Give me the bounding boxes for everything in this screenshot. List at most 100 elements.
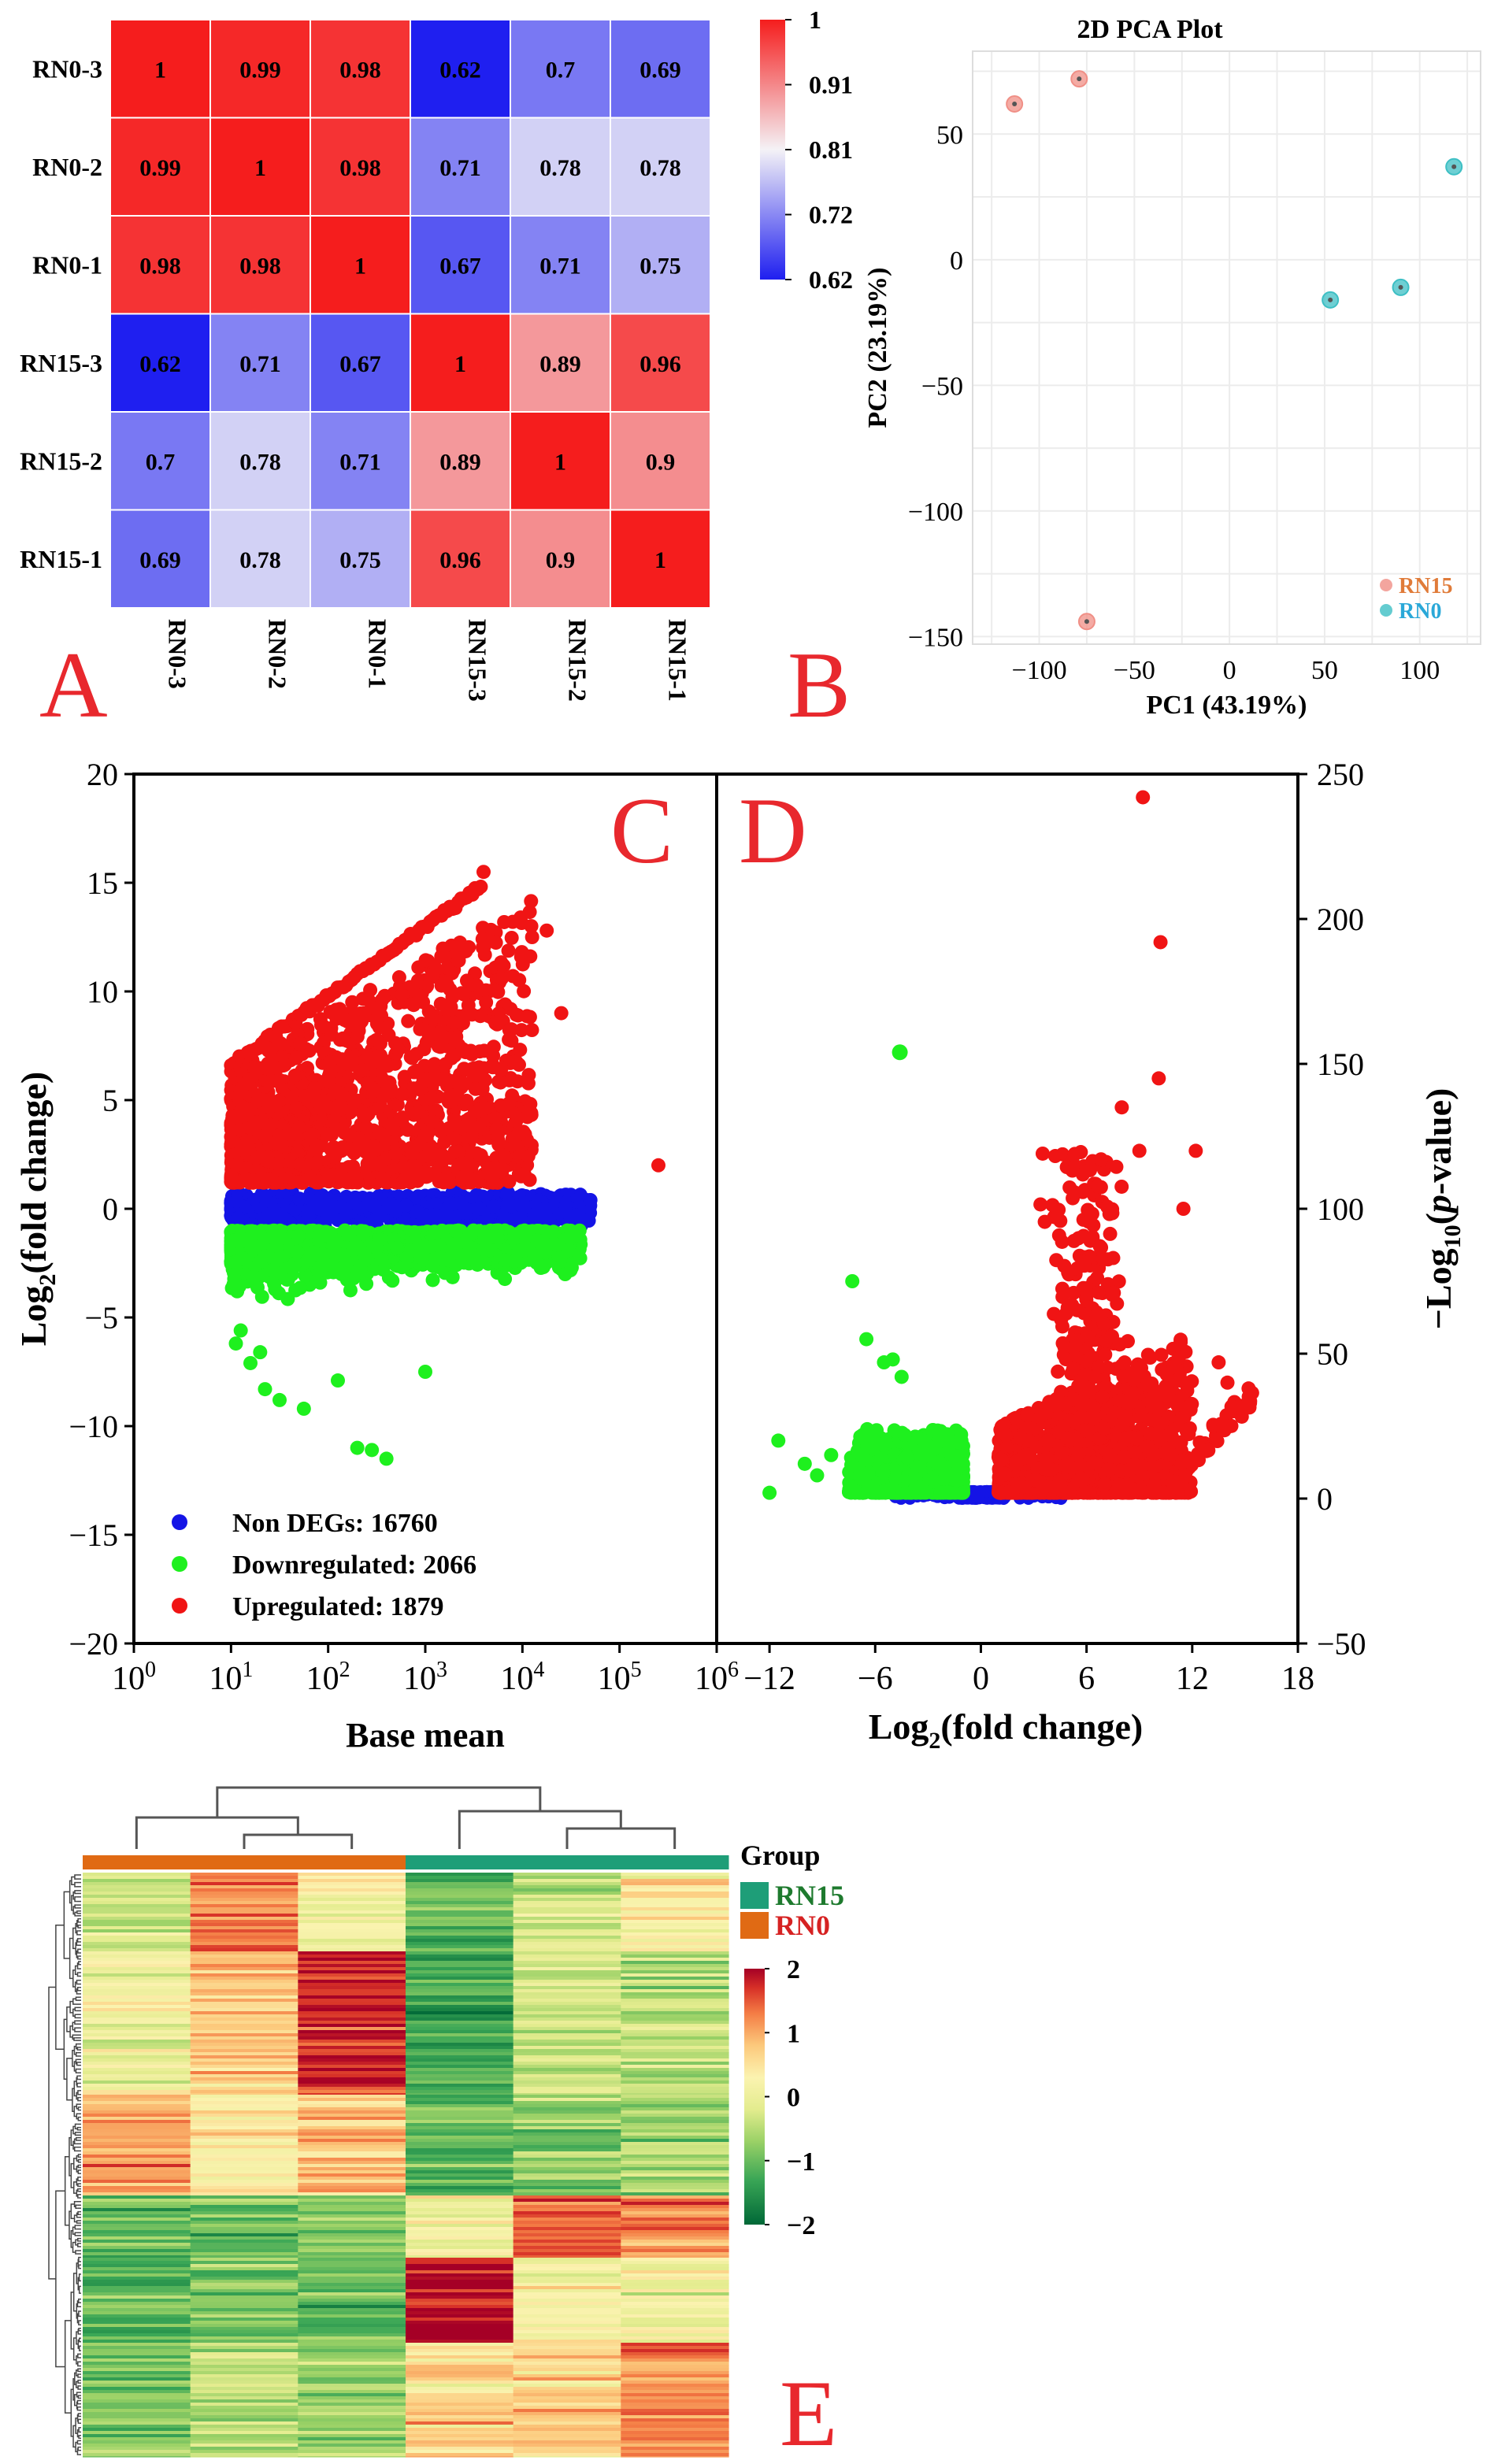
pca-legend-label: RN15 — [1399, 574, 1452, 598]
corr-value-label: 1 — [654, 547, 666, 573]
corr-value-label: 1 — [454, 351, 466, 377]
ma-point — [253, 1254, 268, 1269]
ma-point — [363, 983, 378, 998]
corr-value-label: 0.99 — [139, 155, 181, 181]
ma-point — [494, 955, 509, 970]
ma-point — [269, 1265, 284, 1280]
corr-value-label: 1 — [154, 57, 166, 83]
ma-point — [473, 1009, 487, 1024]
pca-x-axis-label: PC1 (43.19%) — [1147, 691, 1307, 720]
ma-point — [432, 1238, 447, 1253]
corr-cell — [310, 411, 411, 511]
ma-point — [444, 1196, 459, 1211]
corr-cell — [209, 509, 311, 609]
corr-cell — [510, 215, 611, 315]
ma-point — [419, 1208, 434, 1223]
pca-y-tick: −50 — [921, 372, 963, 401]
corr-cell — [610, 19, 711, 119]
ma-point — [517, 1226, 532, 1241]
ma-point — [515, 957, 530, 972]
corr-colorbar-tick: 1 — [809, 6, 821, 34]
corr-cell — [209, 117, 311, 217]
ma-point — [522, 1010, 537, 1025]
ma-point — [369, 1017, 384, 1032]
ma-point — [233, 1323, 248, 1338]
ma-point — [460, 1202, 475, 1217]
corr-row-label: RN0-1 — [32, 250, 102, 279]
pca-legend-marker — [1380, 579, 1392, 591]
ma-point — [501, 943, 516, 958]
pca-point-center — [1077, 76, 1082, 82]
ma-point — [484, 1229, 499, 1244]
ma-point — [323, 1192, 338, 1207]
corr-cell — [610, 117, 711, 217]
pca-point-center — [1084, 619, 1089, 624]
ma-point — [424, 1091, 439, 1106]
corr-cell — [610, 411, 711, 511]
corr-value-label: 0.7 — [546, 57, 576, 83]
corr-col-label: RN0-1 — [364, 619, 392, 689]
ma-point — [380, 1077, 395, 1092]
corr-cell — [610, 509, 711, 609]
ma-point — [395, 987, 410, 1002]
corr-cell — [510, 19, 611, 119]
corr-cell — [109, 19, 211, 119]
ma-point — [436, 941, 450, 956]
ma-point — [269, 1252, 284, 1267]
ma-point — [462, 1239, 477, 1254]
corr-cell — [510, 117, 611, 217]
ma-point — [284, 1127, 298, 1142]
corr-value-label: 0.98 — [339, 57, 381, 83]
corr-cell — [209, 313, 311, 413]
ma-point — [337, 1223, 352, 1238]
corr-value-label: 0.98 — [239, 253, 281, 279]
ma-plot-points — [224, 865, 665, 1466]
corr-col-label: RN15-3 — [464, 619, 492, 702]
ma-point — [459, 973, 474, 988]
pca-y-tick: 50 — [936, 120, 963, 150]
ma-point — [523, 1096, 538, 1111]
ma-point — [352, 1201, 367, 1216]
corr-row-label: RN0-2 — [32, 153, 102, 181]
pca-plot-area — [972, 50, 1481, 645]
ma-point — [293, 1280, 308, 1295]
corr-row-label: RN15-1 — [20, 545, 102, 573]
ma-point — [373, 1036, 387, 1051]
ma-point — [561, 1243, 576, 1258]
ma-point — [521, 1242, 536, 1257]
corr-value-label: 0.96 — [439, 547, 481, 573]
ma-point — [538, 1237, 553, 1252]
ma-point — [354, 1261, 369, 1276]
ma-point — [292, 1191, 307, 1206]
corr-value-label: 0.69 — [139, 547, 181, 573]
corr-row-label: RN15-3 — [20, 349, 102, 377]
ma-point — [432, 1251, 447, 1265]
ma-point — [228, 1233, 243, 1248]
ma-point — [418, 953, 433, 968]
corr-cell — [410, 19, 511, 119]
ma-point — [339, 1206, 354, 1221]
ma-point — [502, 1032, 517, 1047]
ma-point — [304, 1127, 319, 1142]
ma-point — [564, 1260, 579, 1275]
ma-point — [513, 1198, 528, 1213]
corr-cell — [310, 509, 411, 609]
pca-x-tick: −100 — [1011, 656, 1066, 685]
ma-point — [302, 1209, 317, 1224]
pca-point-center — [1398, 284, 1403, 290]
ma-point — [230, 1279, 245, 1294]
corr-value-label: 0.62 — [139, 351, 181, 377]
ma-point — [228, 1336, 243, 1351]
pca-y-tick: −150 — [908, 623, 963, 652]
ma-point — [434, 978, 449, 993]
corr-cell — [410, 509, 511, 609]
ma-point — [300, 1088, 315, 1103]
ma-point — [538, 1202, 553, 1217]
corr-col-label: RN0-2 — [264, 619, 292, 689]
ma-point — [470, 1257, 485, 1272]
corr-cell — [610, 215, 711, 315]
ma-point — [379, 1451, 394, 1466]
ma-point — [291, 1228, 306, 1243]
ma-point — [459, 1093, 474, 1108]
